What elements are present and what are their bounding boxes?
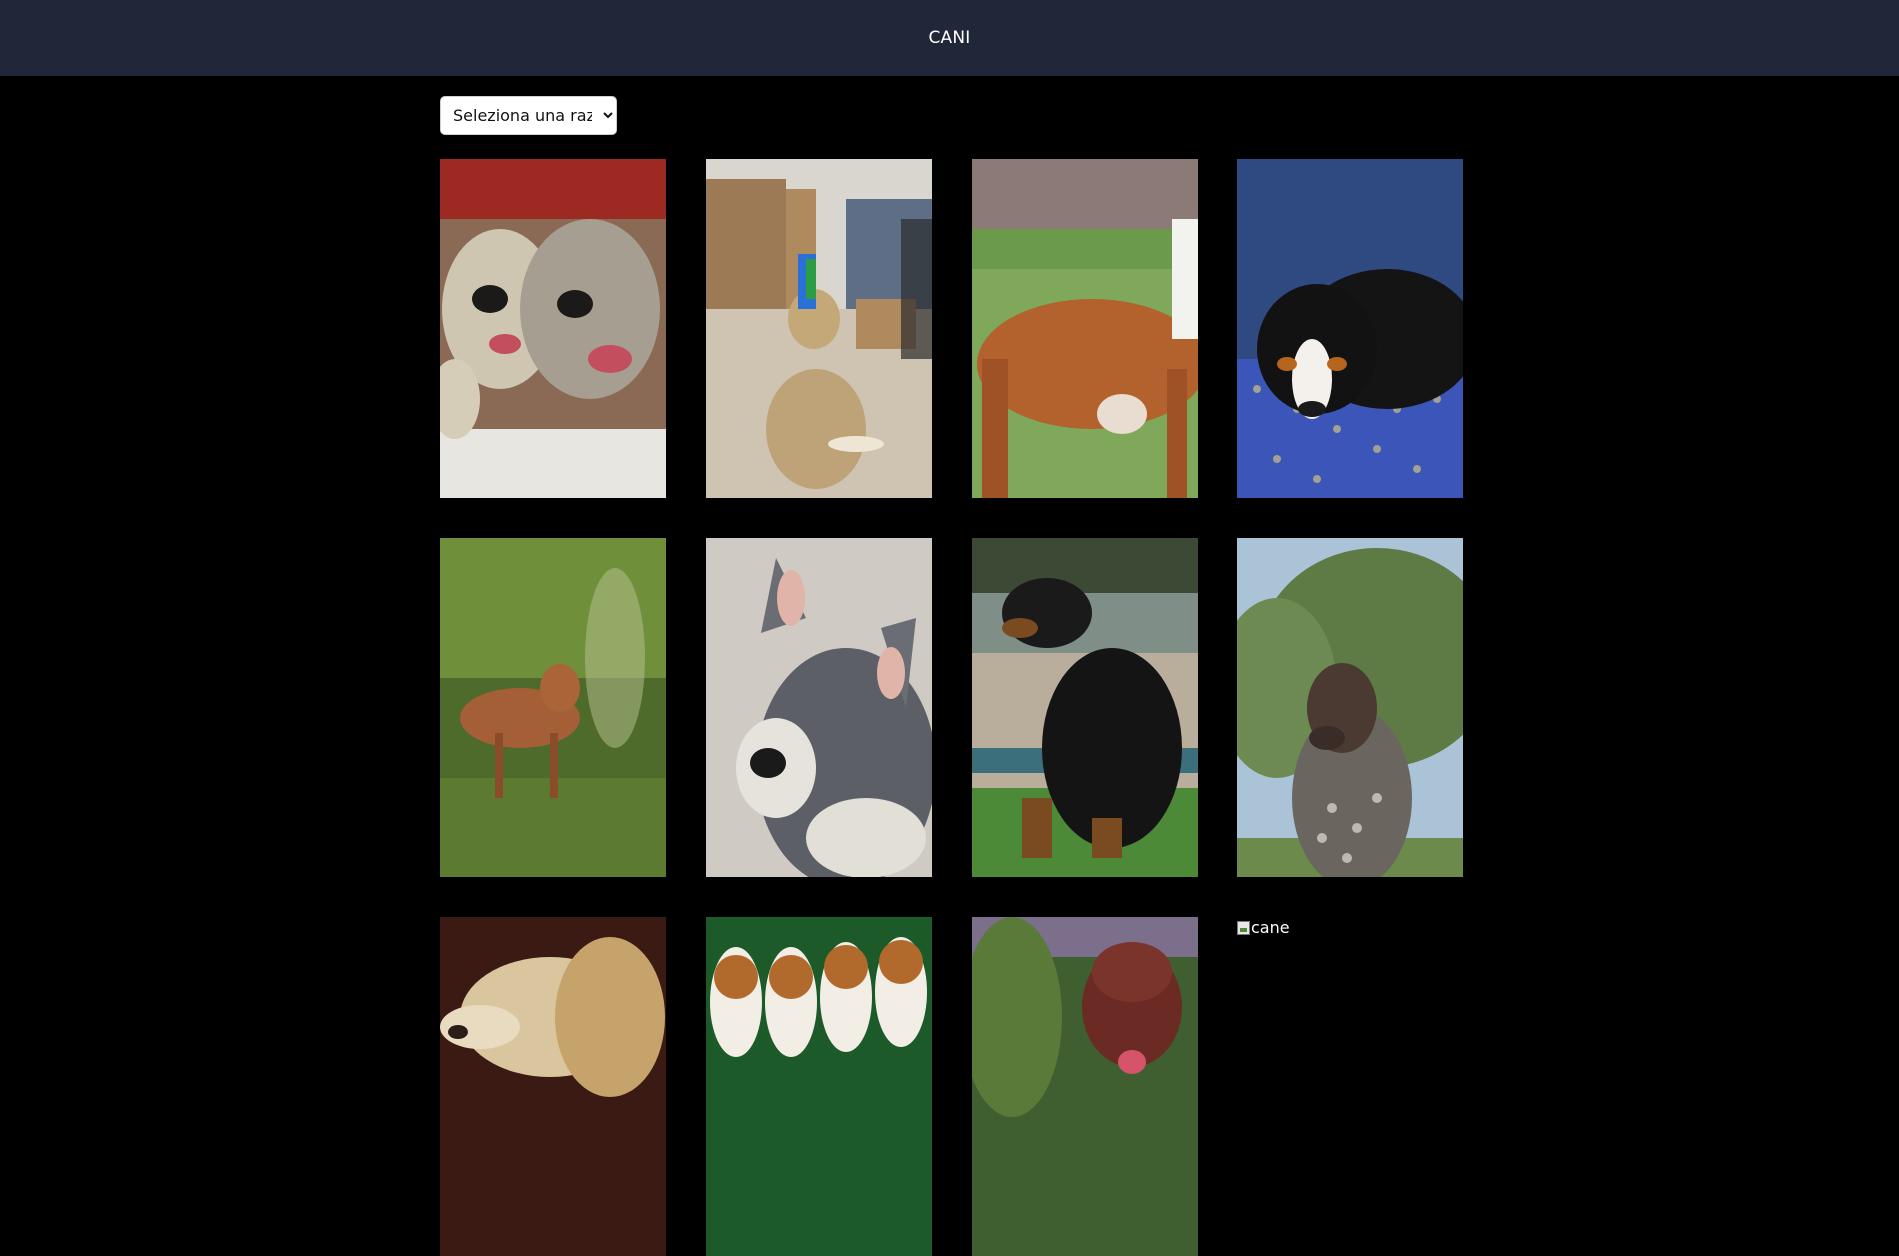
dog-image-boxer-body[interactable] <box>972 159 1198 498</box>
broken-image[interactable]: cane <box>1237 918 1290 937</box>
dog-image-miniature-schnauzer[interactable] <box>706 538 932 877</box>
broken-image-icon <box>1237 920 1250 935</box>
dog-image-black-and-tan-hound[interactable] <box>972 538 1198 877</box>
breed-select[interactable]: Seleziona una razza <box>440 96 617 135</box>
dog-image-bloodhound[interactable] <box>972 917 1198 1256</box>
dog-image-beagle-puppies[interactable] <box>706 917 932 1256</box>
page-title: CANI <box>928 28 971 48</box>
dog-image-irish-wolfhounds[interactable] <box>440 159 666 498</box>
top-nav-bar: CANI <box>0 0 1899 76</box>
dog-image-briard-in-shop[interactable] <box>706 159 932 498</box>
broken-image-alt-text: cane <box>1251 918 1290 937</box>
dog-image-saluki[interactable] <box>440 917 666 1256</box>
dog-image-dhole-in-grass[interactable] <box>440 538 666 877</box>
dog-image-german-shorthaired-pointer[interactable] <box>1237 538 1463 877</box>
dog-image-swiss-mountain-puppy[interactable] <box>1237 159 1463 498</box>
